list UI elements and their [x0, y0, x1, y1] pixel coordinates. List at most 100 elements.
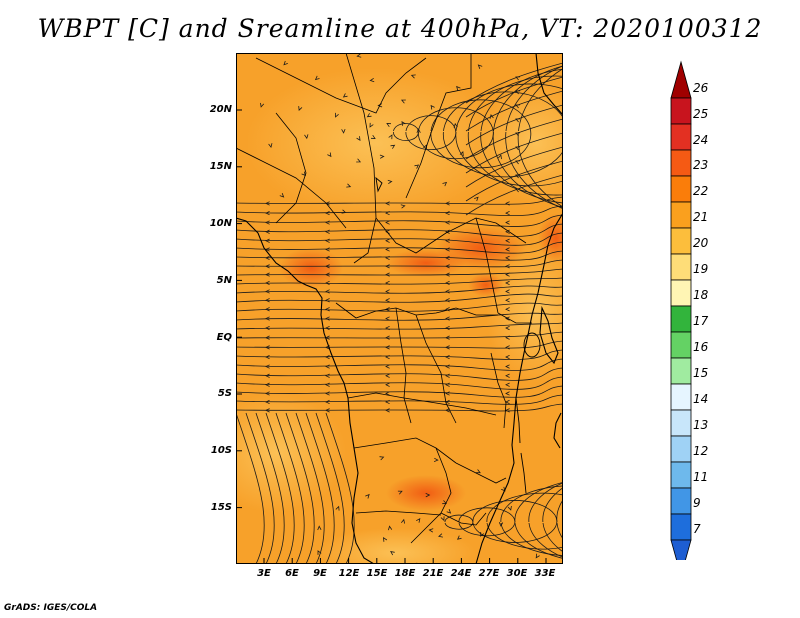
streamline [465, 118, 563, 160]
lon-label-15e: 15E [366, 568, 388, 579]
colorbar-segment [670, 513, 692, 541]
streamline [265, 399, 270, 405]
streamline [486, 492, 563, 550]
streamline [465, 174, 563, 216]
streamline [445, 272, 450, 277]
streamline [365, 493, 370, 499]
streamline [236, 205, 563, 217]
lon-label-24e: 24E [450, 568, 472, 579]
streamline [505, 264, 510, 269]
streamline [325, 307, 330, 312]
streamline [515, 174, 521, 179]
streamline [445, 255, 450, 261]
streamline [236, 250, 563, 261]
streamline [416, 128, 421, 134]
streamline [335, 505, 340, 511]
streamline [325, 289, 330, 294]
streamline [236, 232, 563, 246]
streamline [480, 531, 485, 537]
streamline [428, 528, 434, 533]
streamline [379, 154, 385, 159]
lakes [375, 176, 541, 494]
streamline [385, 364, 390, 369]
lon-label-33e: 33E [534, 568, 556, 579]
streamline [492, 65, 563, 208]
streamline [385, 210, 390, 216]
map-frame [236, 53, 563, 564]
colorbar-label-25: 25 [693, 107, 709, 121]
streamline [236, 340, 563, 349]
streamline [440, 516, 445, 522]
streamline [265, 289, 270, 294]
streamline [474, 196, 479, 202]
lat-label-15s: 15S [210, 502, 232, 513]
streamline [465, 76, 563, 118]
colorbar-label-17: 17 [693, 314, 709, 328]
colorbar-segment [670, 487, 692, 515]
streamline [505, 316, 510, 321]
colorbar-label-21: 21 [693, 210, 709, 224]
lon-label-9e: 9E [313, 568, 327, 579]
streamline [265, 220, 270, 225]
footer-credit: GrADS: IGES/COLA [4, 603, 98, 613]
wbpt-warm-central [386, 249, 466, 277]
streamline [445, 316, 450, 321]
streamline [325, 298, 330, 303]
streamline [465, 146, 563, 188]
streamline [265, 201, 270, 206]
streamline [385, 316, 390, 321]
streamline [265, 325, 270, 331]
streamline [505, 229, 510, 234]
streamline [298, 106, 303, 111]
streamline [445, 307, 450, 312]
lat-label-eq: EQ [216, 332, 232, 343]
wbpt-warm-east [468, 273, 504, 297]
streamline [236, 293, 563, 303]
streamline [325, 364, 330, 369]
streamline [489, 114, 494, 119]
streamline [236, 412, 265, 564]
lon-label-6e: 6E [285, 568, 299, 579]
streamline [325, 220, 330, 225]
streamline [279, 193, 285, 198]
streamline [505, 335, 510, 340]
streamline [515, 104, 521, 109]
streamline [400, 204, 406, 209]
streamline [265, 408, 270, 413]
streamline [265, 354, 270, 360]
streamline [265, 412, 295, 564]
streamline [325, 373, 330, 378]
streamline [379, 456, 385, 461]
streamline [505, 65, 563, 210]
streamline [505, 247, 510, 252]
streamline [236, 196, 563, 205]
colorbar [670, 60, 692, 560]
colorbar-label-22: 22 [693, 184, 709, 198]
streamline [457, 535, 462, 540]
streamline [505, 408, 510, 413]
streamline [295, 412, 325, 564]
streamline [445, 289, 450, 294]
streamline [385, 201, 390, 206]
streamline [465, 62, 563, 104]
streamline [385, 335, 390, 340]
streamline [305, 412, 335, 564]
wbpt-warm-south [386, 475, 466, 511]
streamline [480, 68, 563, 204]
streamline [383, 537, 388, 542]
streamline [505, 354, 510, 360]
streamline [445, 373, 450, 378]
streamline [445, 220, 450, 225]
colorbar-segment [670, 305, 692, 333]
colorbar-segment [670, 123, 692, 151]
streamline [325, 210, 330, 216]
map-svg [236, 53, 563, 564]
streamline [265, 335, 270, 340]
streamline [265, 210, 270, 216]
streamline [236, 285, 563, 294]
streamline [369, 77, 375, 83]
streamline [385, 354, 390, 360]
chart-title: WBPT [C] and Sreamline at 400hPa, VT: 20… [37, 14, 763, 43]
streamline [430, 104, 435, 110]
streamline [325, 255, 330, 261]
